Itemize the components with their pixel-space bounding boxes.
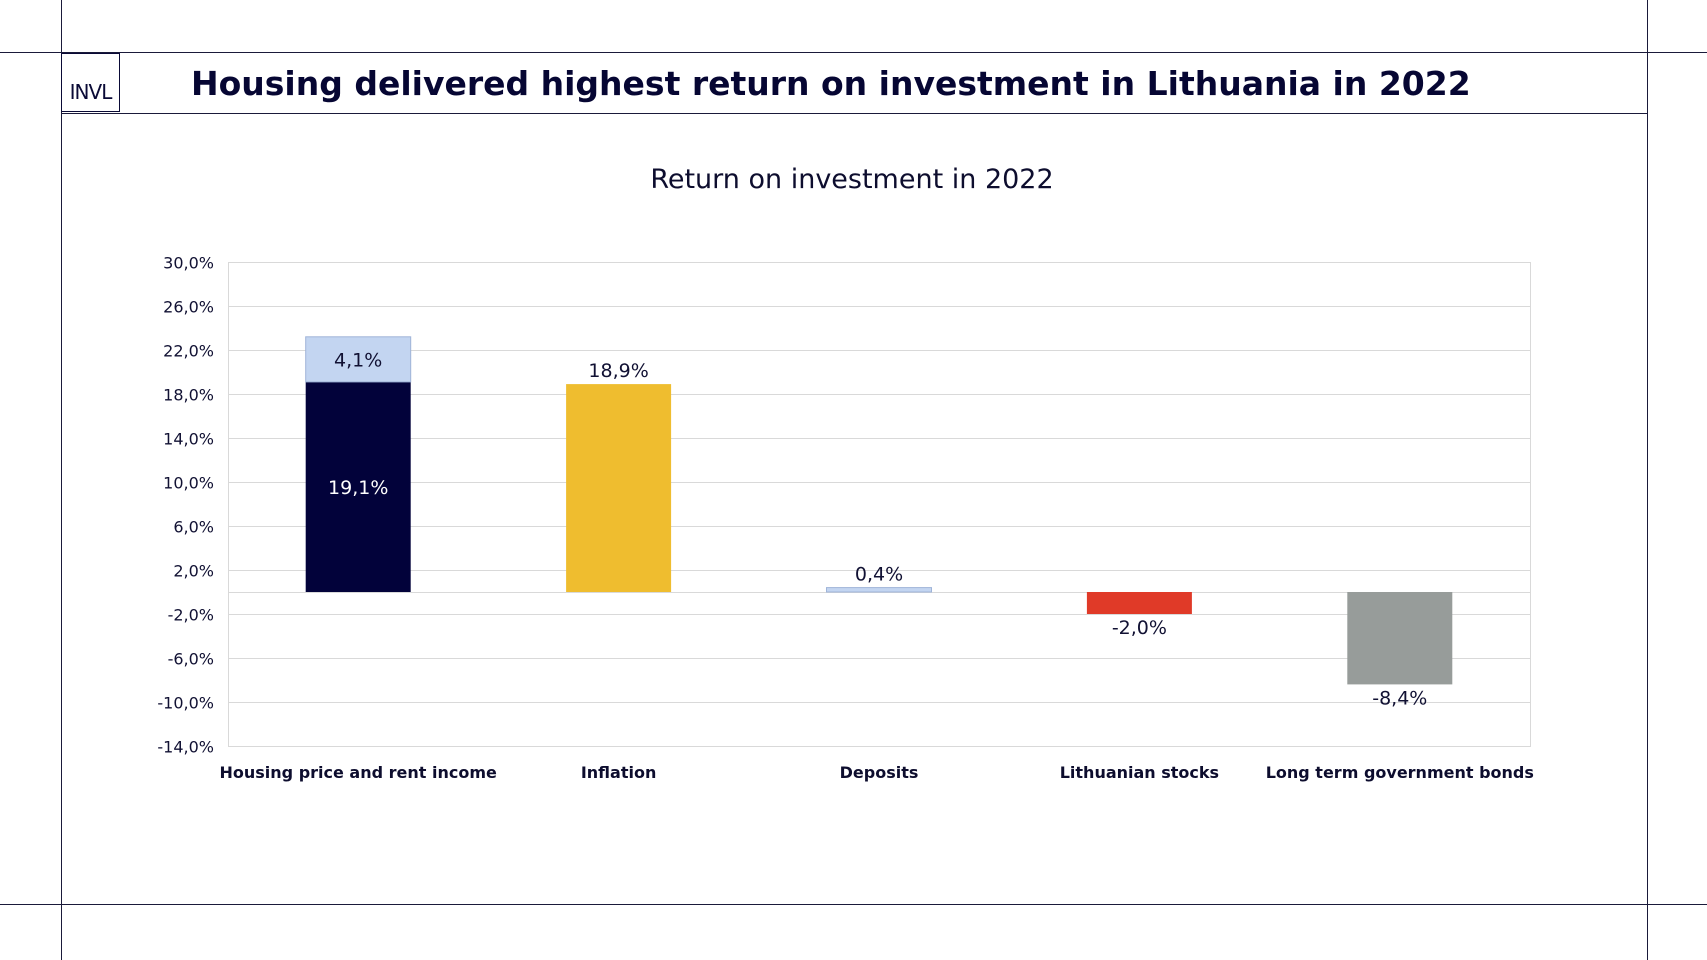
y-tick-label: 22,0% bbox=[163, 342, 214, 361]
y-tick-label: 14,0% bbox=[163, 430, 214, 449]
frame-title-rule bbox=[61, 113, 1648, 114]
data-label: 18,9% bbox=[588, 360, 648, 382]
bar bbox=[1347, 592, 1453, 685]
x-category-label: Lithuanian stocks bbox=[1060, 763, 1219, 782]
data-label: 19,1% bbox=[328, 477, 388, 499]
data-label: -8,4% bbox=[1372, 687, 1427, 709]
y-tick-label: -10,0% bbox=[157, 694, 214, 713]
bar bbox=[305, 381, 411, 592]
bar bbox=[1086, 592, 1192, 614]
company-logo: INVL bbox=[61, 53, 120, 112]
page-title: Housing delivered highest return on inve… bbox=[191, 64, 1471, 103]
x-category-label: Long term government bonds bbox=[1266, 763, 1534, 782]
x-category-label: Deposits bbox=[840, 763, 919, 782]
y-tick-label: -2,0% bbox=[168, 606, 214, 625]
frame-left-rule bbox=[61, 0, 62, 960]
y-tick-label: -14,0% bbox=[157, 738, 214, 757]
x-category-label: Inflation bbox=[581, 763, 657, 782]
frame-right-rule bbox=[1647, 0, 1648, 960]
frame-bottom-rule bbox=[0, 904, 1707, 905]
y-tick-label: -6,0% bbox=[168, 650, 214, 669]
y-tick-label: 10,0% bbox=[163, 474, 214, 493]
x-category-label: Housing price and rent income bbox=[220, 763, 498, 782]
bar bbox=[566, 384, 672, 592]
data-label: 4,1% bbox=[334, 349, 382, 371]
chart-title: Return on investment in 2022 bbox=[650, 164, 1053, 195]
frame-top-rule bbox=[0, 52, 1707, 53]
plot-area-border bbox=[228, 262, 1531, 747]
bar bbox=[305, 336, 412, 383]
y-tick-label: 2,0% bbox=[173, 562, 214, 581]
y-tick-label: 30,0% bbox=[163, 254, 214, 273]
y-tick-label: 6,0% bbox=[173, 518, 214, 537]
logo-text: INVL bbox=[69, 80, 113, 104]
y-tick-label: 26,0% bbox=[163, 298, 214, 317]
data-label: 0,4% bbox=[855, 564, 903, 586]
bar bbox=[826, 587, 932, 593]
data-label: -2,0% bbox=[1112, 617, 1167, 639]
y-tick-label: 18,0% bbox=[163, 386, 214, 405]
